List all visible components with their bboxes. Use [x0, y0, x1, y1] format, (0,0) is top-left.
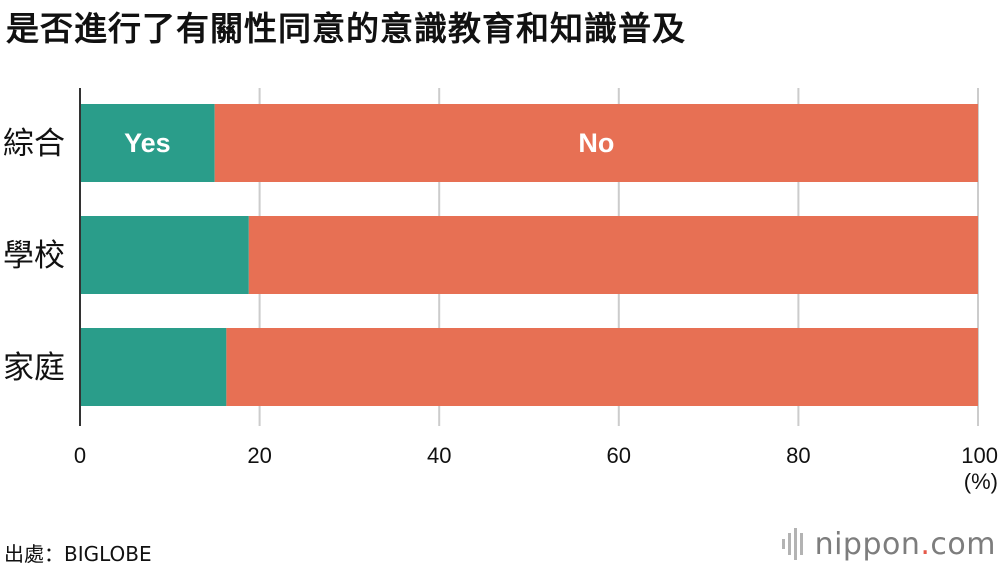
bar-no-2 [226, 328, 978, 406]
category-label-0: 綜合 [3, 126, 65, 162]
brand-dot: . [920, 526, 931, 562]
brand-name: nippon [814, 526, 921, 562]
brand-tld: com [930, 526, 996, 562]
series-label-no: No [578, 128, 614, 158]
x-axis-unit: (%) [964, 469, 998, 494]
bar-yes-1 [80, 216, 249, 294]
chart-title: 是否進行了有關性同意的意識教育和知識普及 [6, 9, 686, 48]
x-tick-label-1: 20 [247, 443, 271, 468]
nippon-logo-icon [781, 528, 803, 560]
brand-logo: nippon.com [781, 526, 996, 562]
bar-no-0 [214, 104, 978, 182]
series-label-yes: Yes [124, 128, 171, 158]
bar-yes-2 [80, 328, 227, 406]
bar-no-1 [248, 216, 979, 294]
series-labels: Yes No [124, 128, 614, 158]
bars [80, 104, 979, 406]
category-label-1: 學校 [3, 238, 65, 274]
category-label-2: 家庭 [3, 350, 65, 386]
bar-yes-0 [80, 104, 215, 182]
x-tick-label-4: 80 [786, 443, 810, 468]
brand-text: nippon.com [815, 527, 996, 562]
source-note: 出處：BIGLOBE [4, 542, 152, 566]
x-tick-label-0: 0 [74, 443, 86, 468]
x-tick-label-5: 100 [961, 443, 998, 468]
x-tick-labels: 0 20 40 60 80 100 [74, 443, 998, 468]
x-tick-label-2: 40 [427, 443, 451, 468]
x-tick-label-3: 60 [607, 443, 631, 468]
